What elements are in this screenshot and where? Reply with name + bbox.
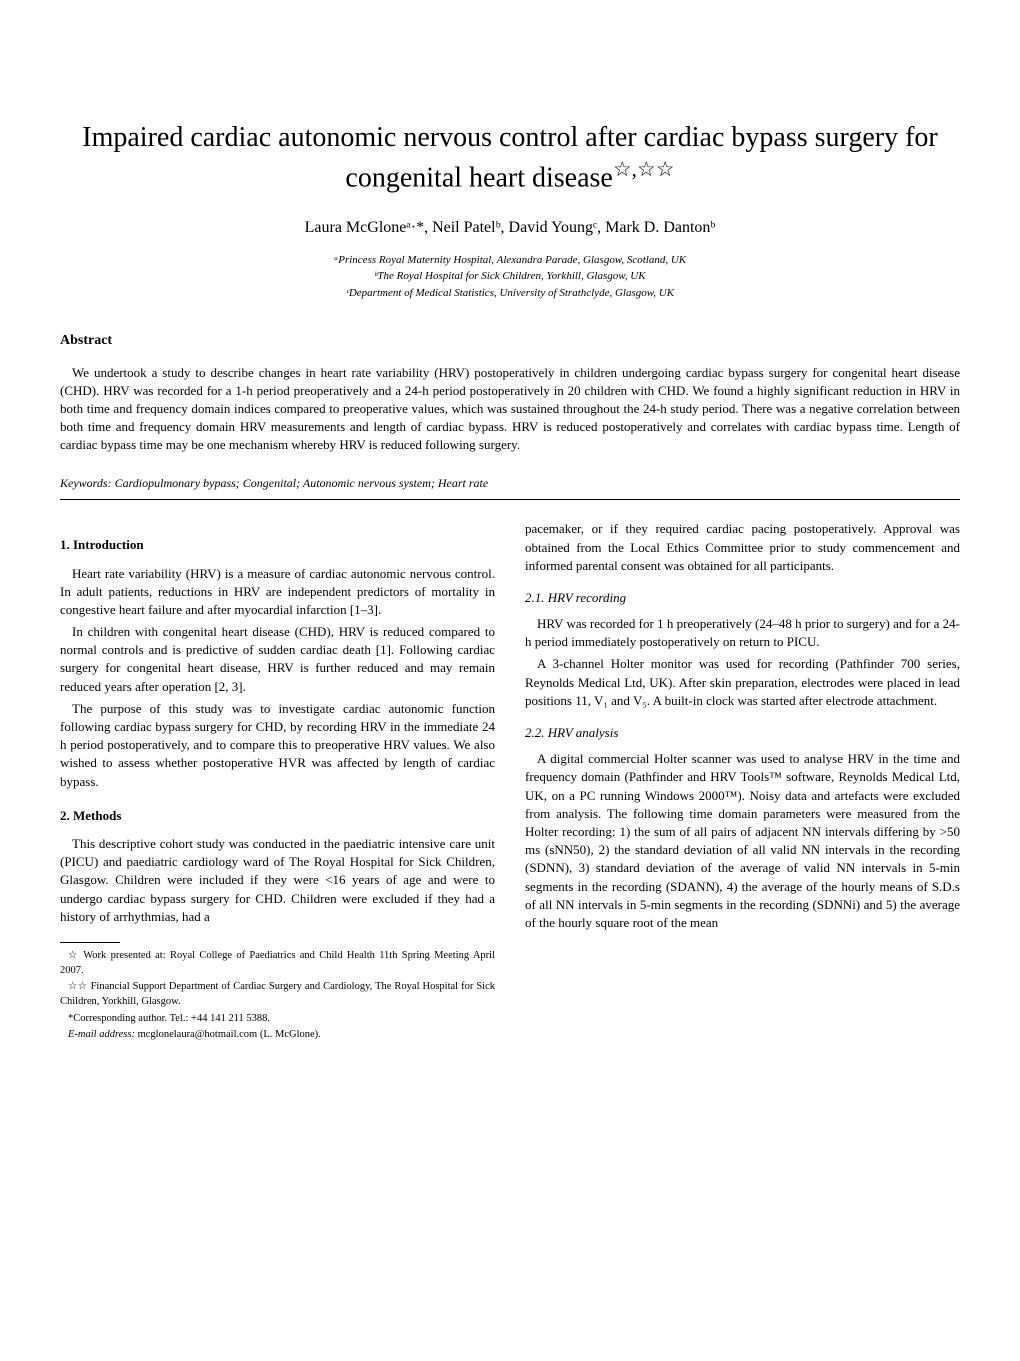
intro-heading: 1. Introduction — [60, 536, 495, 554]
footnote-4-value: mcglonelaura@hotmail.com (L. McGlone). — [135, 1029, 321, 1040]
hrv-recording-p1: HRV was recorded for 1 h preoperatively … — [525, 615, 960, 651]
footnote-divider — [60, 942, 120, 943]
methods-p1: This descriptive cohort study was conduc… — [60, 835, 495, 926]
abstract-text: We undertook a study to describe changes… — [60, 364, 960, 455]
title-markers: ☆,☆☆ — [613, 157, 675, 181]
footnotes: ☆ Work presented at: Royal College of Pa… — [60, 949, 495, 1043]
authors-line: Laura McGloneᵃ·*, Neil Patelᵇ, David You… — [60, 217, 960, 239]
affiliation-a: ᵃPrincess Royal Maternity Hospital, Alex… — [60, 252, 960, 269]
abstract-heading: Abstract — [60, 331, 960, 351]
section-divider — [60, 499, 960, 500]
affiliation-c: ᶜDepartment of Medical Statistics, Unive… — [60, 285, 960, 302]
left-column: 1. Introduction Heart rate variability (… — [60, 520, 495, 1045]
keywords-line: Keywords: Cardiopulmonary bypass; Congen… — [60, 475, 960, 492]
paper-title: Impaired cardiac autonomic nervous contr… — [60, 120, 960, 197]
methods-heading: 2. Methods — [60, 807, 495, 825]
right-column: pacemaker, or if they required cardiac p… — [525, 520, 960, 1045]
footnote-2: ☆☆ Financial Support Department of Cardi… — [60, 980, 495, 1009]
intro-p2: In children with congenital heart diseas… — [60, 623, 495, 696]
keywords-label: Keywords: — [60, 476, 112, 490]
footnote-1: ☆ Work presented at: Royal College of Pa… — [60, 949, 495, 978]
footnote-4: E-mail address: mcglonelaura@hotmail.com… — [60, 1028, 495, 1043]
intro-p3: The purpose of this study was to investi… — [60, 700, 495, 791]
hrv-analysis-heading: 2.2. HRV analysis — [525, 724, 960, 742]
affiliation-b: ᵇThe Royal Hospital for Sick Children, Y… — [60, 268, 960, 285]
hrv-recording-heading: 2.1. HRV recording — [525, 589, 960, 607]
hrv-recording-p2: A 3-channel Holter monitor was used for … — [525, 655, 960, 710]
two-column-layout: 1. Introduction Heart rate variability (… — [60, 520, 960, 1045]
intro-p1: Heart rate variability (HRV) is a measur… — [60, 565, 495, 620]
footnote-4-label: E-mail address: — [68, 1029, 135, 1040]
methods-p1-cont: pacemaker, or if they required cardiac p… — [525, 520, 960, 575]
keywords-text: Cardiopulmonary bypass; Congenital; Auto… — [112, 476, 489, 490]
title-text: Impaired cardiac autonomic nervous contr… — [82, 122, 937, 194]
hrv-analysis-p1: A digital commercial Holter scanner was … — [525, 750, 960, 932]
footnote-3: *Corresponding author. Tel.: +44 141 211… — [60, 1012, 495, 1027]
affiliations: ᵃPrincess Royal Maternity Hospital, Alex… — [60, 252, 960, 302]
